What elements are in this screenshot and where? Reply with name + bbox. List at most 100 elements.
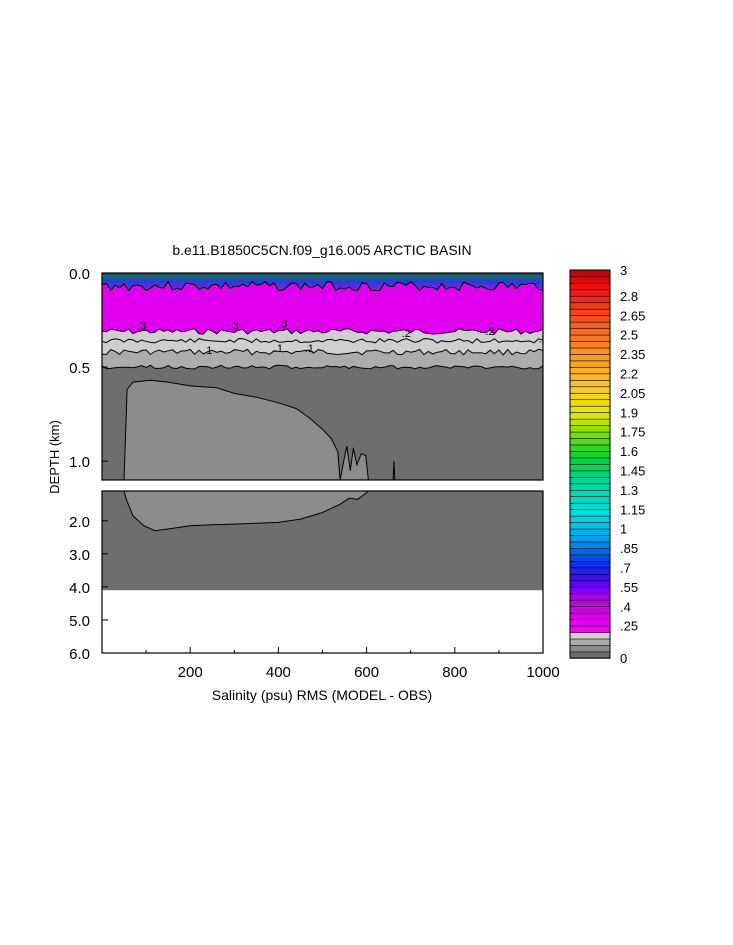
- colorbar-tick-label: 2.2: [620, 366, 638, 381]
- colorbar-swatch: [569, 541, 611, 549]
- surface-layer: [102, 273, 543, 291]
- lower-panel: 2.0 3.0 4.0 5.0 6.0 200 400 600 800 1000: [69, 490, 560, 681]
- colorbar-tick-label: 1.6: [620, 444, 638, 459]
- x-axis-label: Salinity (psu) RMS (MODEL - OBS): [212, 687, 432, 703]
- colorbar-labels: 0 .25 .4 .55 .7 .85 1 1.15 1.3 1.45 1.6 1.75 1.9 2.05…: [620, 263, 645, 666]
- colorbar-tick-label: 2.05: [620, 386, 645, 401]
- colorbar-tick-label: .85: [620, 541, 638, 556]
- colorbar-tick-label: 1.9: [620, 405, 638, 420]
- colorbar-swatch: [569, 521, 611, 530]
- y-tick-label: 0.5: [69, 360, 90, 377]
- y-tick-label: 4.0: [69, 580, 90, 597]
- colorbar-tick-label: 1.3: [620, 483, 638, 498]
- colorbar-swatch: [569, 386, 611, 394]
- colorbar-swatch: [569, 437, 611, 446]
- y-tick-label: 0.0: [69, 266, 90, 283]
- contour-fill-0.3: [102, 281, 543, 335]
- contour-label: .2: [402, 328, 411, 340]
- contour-line-lower: [123, 491, 369, 532]
- colorbar-swatch: [569, 496, 611, 504]
- colorbar-swatch: [569, 457, 611, 465]
- chart-title: b.e11.B1850C5CN.f09_g16.005 ARCTIC BASIN: [172, 242, 471, 258]
- colorbar-frame: [569, 269, 611, 659]
- contour-fill-bowl-lower: [124, 491, 369, 531]
- y-tick-label: 6.0: [69, 646, 90, 663]
- y-tick-label: 3.0: [69, 547, 90, 564]
- x-tick-label: 200: [178, 664, 203, 681]
- upper-panel-frame: [101, 272, 544, 481]
- colorbar-swatch: [569, 450, 611, 459]
- colorbar-swatch: [569, 360, 611, 368]
- colorbar-swatch: [569, 573, 611, 582]
- contour-label: .1: [274, 343, 283, 355]
- colorbar-swatch: [569, 392, 611, 401]
- upper-panel: .1 .1 .1 .3 .3 .3 .2 .2 .2 0.0 0.5 1.0: [69, 266, 544, 481]
- colorbar-swatch: [569, 282, 611, 291]
- colorbar-swatch: [569, 599, 611, 607]
- colorbar-swatch: [569, 593, 611, 601]
- colorbar-swatch: [569, 269, 611, 278]
- colorbar-swatch: [569, 618, 611, 627]
- colorbar-swatch: [569, 289, 611, 297]
- colorbar-swatch: [569, 483, 611, 491]
- contour-fill-bowl: [123, 379, 369, 480]
- colorbar-swatch: [569, 405, 611, 413]
- colorbar-swatch: [569, 347, 611, 355]
- colorbar-swatch: [569, 327, 611, 336]
- colorbar-tick-label: 2.5: [620, 328, 638, 343]
- contour-labels: .1 .1 .1 .3 .3 .3 .2 .2 .2: [137, 319, 543, 357]
- colorbar-swatch: [569, 515, 611, 523]
- colorbar-swatch: [569, 560, 611, 569]
- colorbar-swatch: [569, 638, 611, 646]
- colorbar-tick-label: 2.65: [620, 308, 645, 323]
- colorbar-swatch: [569, 340, 611, 349]
- colorbar-tick-label: 2.8: [620, 289, 638, 304]
- colorbar-swatch: [569, 295, 611, 304]
- contour-label: .3: [137, 320, 146, 332]
- x-tick-label: 400: [266, 664, 291, 681]
- contour-line-upper: [102, 280, 543, 480]
- colorbar-swatch: [569, 366, 611, 375]
- colorbar-swatch: [569, 586, 611, 595]
- colorbar-swatch: [569, 528, 611, 536]
- colorbar-swatch: [569, 444, 611, 452]
- colorbar-swatch: [569, 353, 611, 362]
- colorbar-swatch: [569, 399, 611, 407]
- colorbar-swatch: [569, 508, 611, 517]
- colorbar-swatch: [569, 612, 611, 620]
- colorbar-swatch: [569, 534, 611, 543]
- colorbar-swatch: [569, 334, 611, 342]
- colorbar-swatch: [569, 625, 611, 633]
- colorbar-tick-label: 0: [620, 651, 627, 666]
- x-tick-label: 800: [442, 664, 467, 681]
- x-tick-label: 1000: [526, 664, 559, 681]
- colorbar-swatch: [569, 476, 611, 485]
- colorbar-swatch: [569, 276, 611, 284]
- colorbar-tick-label: 1.75: [620, 425, 645, 440]
- contour-label: .1: [305, 343, 314, 355]
- colorbar-swatch: [569, 431, 611, 439]
- contour-label: .2: [485, 326, 494, 338]
- colorbar-swatch: [569, 651, 611, 659]
- colorbar-swatch: [569, 644, 611, 653]
- colorbar-swatch: [569, 373, 611, 381]
- colorbar-tick-label: .7: [620, 560, 631, 575]
- x-axis: 200 400 600 800 1000: [145, 647, 560, 681]
- colorbar-swatch: [569, 411, 611, 420]
- colorbar-tick-label: 3: [620, 263, 627, 278]
- colorbar-swatch: [569, 631, 611, 640]
- colorbar-tick-label: 1.45: [620, 463, 645, 478]
- colorbar-swatch: [569, 489, 611, 498]
- colorbar-swatch: [569, 314, 611, 323]
- colorbar-swatch: [569, 463, 611, 472]
- colorbar-swatch: [569, 418, 611, 426]
- colorbar-tick-label: .4: [620, 599, 631, 614]
- colorbar-swatch: [569, 308, 611, 316]
- colorbar-swatch: [569, 567, 611, 575]
- contour-label: .1: [203, 345, 212, 357]
- y-tick-label: 2.0: [69, 514, 90, 531]
- colorbar-swatch: [569, 502, 611, 510]
- colorbar: [569, 269, 611, 659]
- upper-y-axis: 0.0 0.5 1.0: [69, 266, 108, 471]
